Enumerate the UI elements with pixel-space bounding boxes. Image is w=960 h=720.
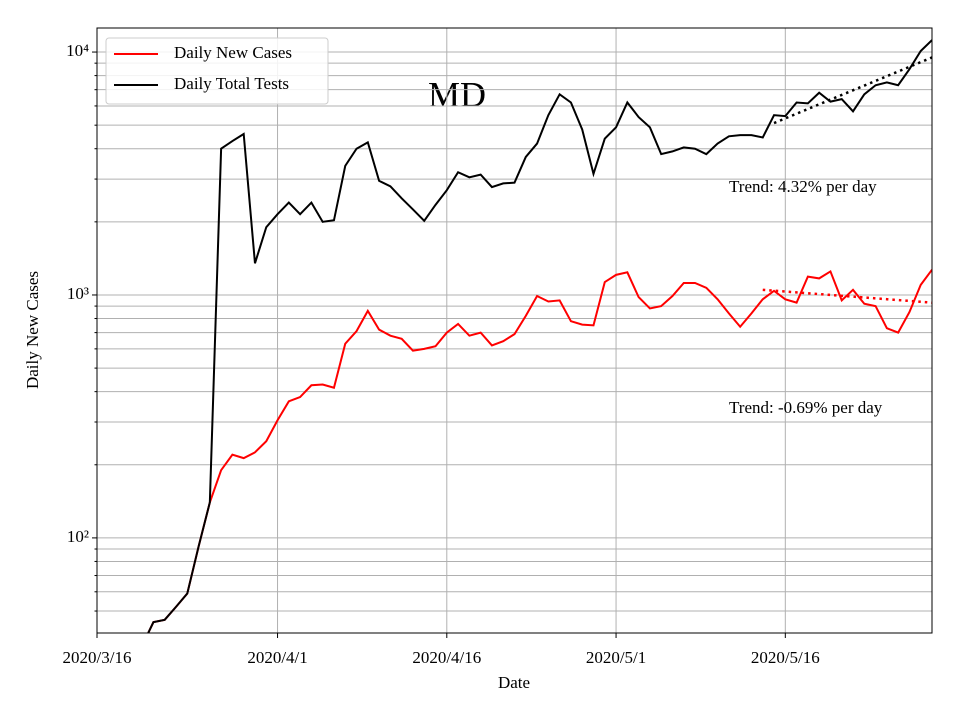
legend-box xyxy=(105,37,329,105)
trend-annotation: Trend: -0.69% per day xyxy=(729,398,883,417)
x-tick-label: 2020/4/1 xyxy=(247,648,307,667)
trend-line xyxy=(762,288,932,304)
data-line xyxy=(147,269,932,633)
x-tick-label: 2020/4/16 xyxy=(412,648,481,667)
data-line xyxy=(147,39,932,633)
trend-annotation: Trend: 4.32% per day xyxy=(729,177,877,196)
y-tick-label: 10³ xyxy=(67,284,89,303)
legend-label: Daily New Cases xyxy=(174,43,292,62)
y-tick-label: 10⁴ xyxy=(66,41,89,60)
trend-line xyxy=(773,56,932,125)
x-tick-label: 2020/5/1 xyxy=(586,648,646,667)
legend-label: Daily Total Tests xyxy=(174,74,289,93)
x-axis-label: Date xyxy=(498,673,530,692)
x-tick-label: 2020/3/16 xyxy=(63,648,132,667)
plot-frame xyxy=(96,27,933,634)
y-tick-label: 10² xyxy=(67,527,89,546)
y-axis-label: Daily New Cases xyxy=(23,271,42,389)
plot-area xyxy=(147,39,932,633)
x-tick-label: 2020/5/16 xyxy=(751,648,820,667)
chart-title: MD xyxy=(428,74,486,114)
